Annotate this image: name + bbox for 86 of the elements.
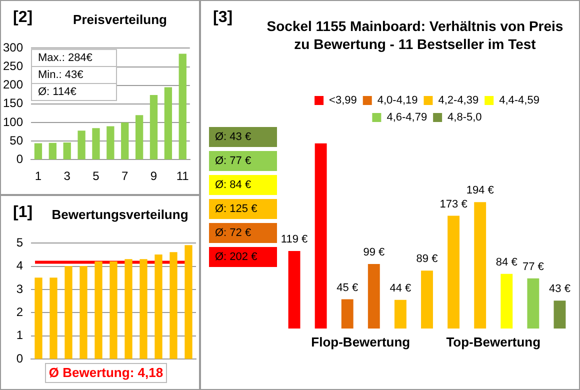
bar xyxy=(154,254,162,359)
text: [3] xyxy=(213,9,233,27)
bar xyxy=(135,115,144,160)
legend-label: 4,0-4,19 xyxy=(377,94,418,107)
legend-label: <3,99 xyxy=(329,94,357,107)
annotation: Min.: 43€ xyxy=(32,66,116,83)
bar xyxy=(78,130,86,160)
text: Flop-Bewertung xyxy=(311,334,410,350)
x-tick-label: 9 xyxy=(150,169,158,184)
y-tick-label: 250 xyxy=(2,59,24,74)
bar xyxy=(368,264,380,329)
bar xyxy=(121,122,129,160)
bar xyxy=(94,261,102,359)
y-tick-label: 150 xyxy=(2,96,24,110)
text: Ø: 43 € xyxy=(209,127,277,147)
legend-label: 4,4-4,59 xyxy=(499,94,540,107)
bar xyxy=(164,87,172,160)
y-tick-label: 200 xyxy=(2,78,24,92)
y-tick-label: 1 xyxy=(16,328,24,342)
bar xyxy=(394,300,406,329)
bar xyxy=(110,261,118,359)
y-tick-label: 50 xyxy=(10,133,24,148)
y-tick-label: 0 xyxy=(16,351,24,366)
bar xyxy=(106,126,114,160)
bar xyxy=(50,278,58,359)
y-tick-label: 300 xyxy=(2,40,24,55)
annotation: Ø: 114€ xyxy=(32,83,116,100)
x-tick-label: 11 xyxy=(176,169,190,184)
bar xyxy=(178,54,186,160)
bar xyxy=(341,299,354,329)
legend-label: 4,8-5,0 xyxy=(448,112,482,124)
legend-label: 4,2-4,39 xyxy=(438,94,479,107)
x-tick-label: 3 xyxy=(64,169,71,184)
bar xyxy=(421,270,433,329)
bar xyxy=(34,278,42,359)
data-label: 194 € xyxy=(466,184,494,197)
bar xyxy=(64,266,72,359)
y-tick-label: 2 xyxy=(16,304,24,319)
bar xyxy=(184,245,192,359)
text: [2] xyxy=(13,9,33,27)
bar xyxy=(92,128,100,160)
data-label: 84 € xyxy=(496,256,518,268)
bar xyxy=(554,300,566,329)
data-label: 99 € xyxy=(363,246,385,259)
bar xyxy=(34,143,42,160)
bar xyxy=(527,278,540,329)
chart-title: Preisverteilung xyxy=(72,11,168,29)
y-tick-label: 0 xyxy=(16,152,24,166)
y-tick-label: 3 xyxy=(16,282,24,296)
data-label: 77 € xyxy=(522,260,544,273)
y-tick-label: 100 xyxy=(2,114,24,129)
bar xyxy=(288,251,300,329)
text: Ø: 84 € xyxy=(209,175,277,195)
bar xyxy=(140,259,148,359)
text: [1] xyxy=(13,204,33,222)
chart-title: Bewertungsverteilung xyxy=(51,206,189,224)
data-label: 45 € xyxy=(336,282,358,294)
y-tick-label: 5 xyxy=(16,236,24,250)
x-tick-label: 1 xyxy=(34,169,42,184)
x-tick-label: 5 xyxy=(92,169,100,184)
x-tick-label: 7 xyxy=(122,169,129,184)
bar xyxy=(48,142,56,160)
bar xyxy=(150,95,158,160)
text: Ø: 202 € xyxy=(209,247,277,267)
y-tick-label: 4 xyxy=(16,258,24,273)
text: Ø: 72 € xyxy=(209,223,277,243)
data-label: 173 € xyxy=(440,198,468,210)
bar xyxy=(63,142,71,160)
bar xyxy=(80,266,88,359)
data-label: 89 € xyxy=(416,253,438,266)
bar xyxy=(124,259,132,359)
ref-line-label: Ø Bewertung: 4,18 xyxy=(45,363,167,383)
bar xyxy=(474,202,486,329)
legend-label: 4,6-4,79 xyxy=(386,112,428,124)
annotation: Max.: 284€ xyxy=(37,51,94,66)
text: Top-Bewertung xyxy=(446,334,541,350)
data-label: 44 € xyxy=(390,282,412,294)
bar xyxy=(170,252,178,359)
bar xyxy=(314,143,327,329)
text: Ø: 125 € xyxy=(209,199,277,219)
bar xyxy=(500,274,513,329)
data-label: 43 € xyxy=(549,283,570,296)
data-label: 119 € xyxy=(280,234,308,246)
text: Ø: 77 € xyxy=(209,151,277,171)
chart-title: Sockel 1155 Mainboard: Verhältnis von Preis zu Bewertung - 11 Bestseller im Test xyxy=(266,17,564,53)
bar xyxy=(448,216,460,329)
